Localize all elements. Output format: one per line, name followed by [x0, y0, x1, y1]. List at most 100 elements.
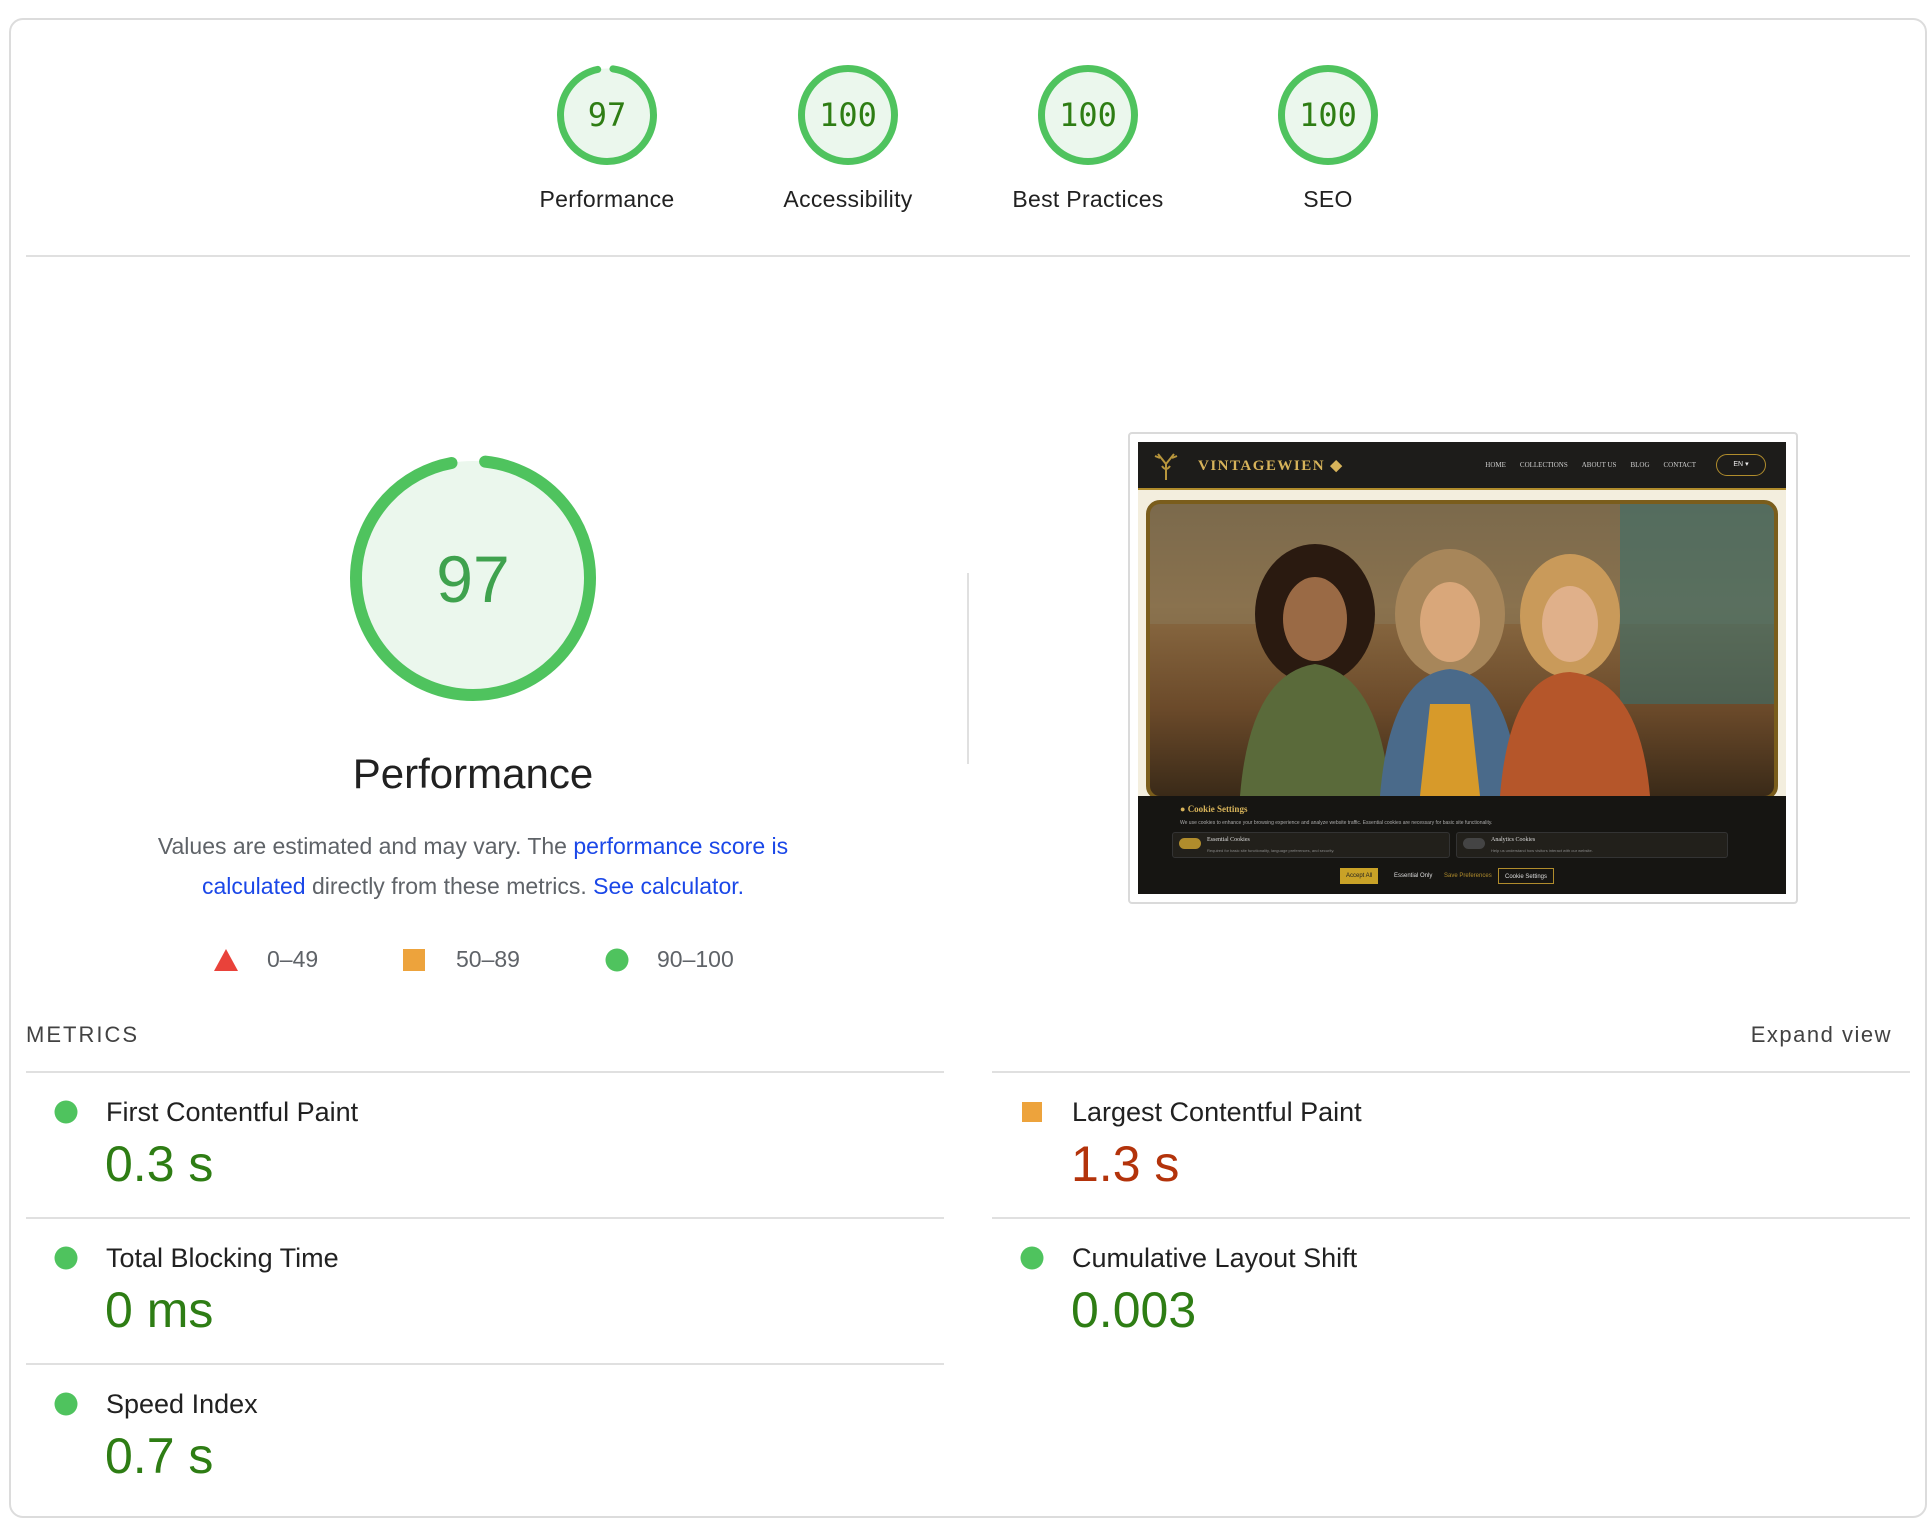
gauge-best-practices[interactable]: 100 Best Practices — [998, 64, 1178, 213]
divider — [26, 1363, 944, 1365]
cookie-banner: ● Cookie Settings We use cookies to enha… — [1138, 796, 1786, 894]
metric-cumulative-layout-shift: Cumulative Layout Shift 0.003 — [992, 1235, 1910, 1381]
gauge-accessibility[interactable]: 100 Accessibility — [758, 64, 938, 213]
pass-circle-icon — [54, 1100, 78, 1124]
gauge-score: 97 — [436, 542, 509, 616]
vertical-divider — [967, 573, 969, 764]
legend-label: 90–100 — [657, 946, 734, 972]
hero-photo — [1146, 500, 1778, 800]
divider — [26, 255, 1910, 257]
metric-total-blocking-time: Total Blocking Time 0 ms — [26, 1235, 944, 1381]
gauge-background — [801, 68, 895, 162]
option-sub: Help us understand how visitors interact… — [1491, 848, 1593, 853]
cookie-text: We use cookies to enhance your browsing … — [1180, 820, 1493, 826]
legend-fail: 0–49 — [213, 946, 318, 973]
pass-circle-icon — [54, 1392, 78, 1416]
option-sub: Required for basic site functionality, l… — [1207, 848, 1335, 853]
square-shape — [1022, 1102, 1042, 1122]
pass-circle-icon — [54, 1246, 78, 1270]
expand-view-toggle[interactable]: Expand view — [1750, 1022, 1892, 1047]
circle-shape — [1020, 1246, 1044, 1270]
legend-average: 50–89 — [402, 946, 520, 973]
metric-value: 0.3 s — [105, 1136, 214, 1192]
nav-link: BLOG — [1630, 461, 1650, 469]
metric-value: 1.3 s — [1071, 1136, 1180, 1192]
gauge-label: Best Practices — [1012, 186, 1164, 212]
gauge-background — [560, 68, 654, 162]
metric-largest-contentful-paint: Largest Contentful Paint 1.3 s — [992, 1089, 1910, 1235]
average-square-icon — [1022, 1102, 1042, 1122]
performance-title: Performance — [352, 750, 594, 797]
gauge-label: SEO — [1303, 186, 1353, 212]
metric-value: 0 ms — [105, 1282, 214, 1338]
gauge-ring-icon: 97 — [557, 65, 657, 165]
metric-first-contentful-paint: First Contentful Paint 0.3 s — [26, 1089, 944, 1235]
metrics-heading: METRICS — [26, 1022, 139, 1047]
gauge-score: 100 — [1299, 96, 1357, 134]
metric-value: 0.003 — [1071, 1282, 1197, 1338]
gauge-arc — [798, 65, 898, 165]
performance-gauge: 97 — [350, 455, 596, 701]
see-calculator-link[interactable]: See calculator. — [593, 873, 745, 899]
gauge-ring-icon: 100 — [1038, 65, 1138, 165]
divider — [992, 1071, 1910, 1073]
screenshot-content: VINTAGEWIEN ◆ HOME COLLECTIONS ABOUT US … — [1138, 442, 1786, 894]
essential-only-button: Essential Only — [1394, 873, 1433, 879]
gauge-performance[interactable]: 97 Performance — [517, 64, 697, 213]
option-title: Analytics Cookies — [1491, 837, 1536, 843]
metric-title: Speed Index — [106, 1389, 258, 1419]
triangle-icon — [214, 948, 238, 971]
circle-icon — [605, 948, 629, 971]
option-title: Essential Cookies — [1207, 837, 1250, 843]
nav-link: HOME — [1485, 461, 1506, 469]
cookie-title: ● Cookie Settings — [1180, 804, 1248, 814]
final-screenshot[interactable]: VINTAGEWIEN ◆ HOME COLLECTIONS ABOUT US … — [1128, 432, 1798, 904]
site-logo: VINTAGEWIEN ◆ — [1198, 458, 1344, 474]
hero-image — [1150, 504, 1774, 796]
gauge-label: Performance — [539, 186, 675, 212]
metric-value: 0.7 s — [105, 1428, 214, 1484]
metric-title: Total Blocking Time — [106, 1243, 339, 1273]
stag-logo-icon — [1154, 453, 1178, 480]
essential-cookies-option: Essential Cookies Required for basic sit… — [1172, 832, 1450, 858]
save-preferences-button: Save Preferences — [1444, 873, 1492, 879]
gauge-background — [1281, 68, 1375, 162]
metric-speed-index: Speed Index 0.7 s — [26, 1381, 944, 1527]
performance-description: Values are estimated and may vary. The p… — [103, 826, 843, 906]
accept-all-button: Accept All — [1340, 868, 1379, 884]
legend-label: 0–49 — [267, 946, 319, 972]
desc-text: Values are estimated and may vary. The — [157, 833, 574, 859]
gauge-seo[interactable]: 100 SEO — [1238, 64, 1418, 213]
circle-shape — [54, 1100, 78, 1124]
metric-title: Largest Contentful Paint — [1072, 1097, 1362, 1127]
toggle-on-icon — [1179, 838, 1201, 849]
cookie-settings-button: Cookie Settings — [1498, 868, 1555, 884]
circle-shape — [54, 1246, 78, 1270]
pass-circle-icon — [1020, 1246, 1044, 1270]
divider — [26, 1217, 944, 1219]
gauge-score: 97 — [588, 96, 627, 134]
legend-pass: 90–100 — [605, 946, 734, 973]
gauge-background — [1041, 68, 1135, 162]
site-navbar: VINTAGEWIEN ◆ HOME COLLECTIONS ABOUT US … — [1138, 442, 1786, 490]
gauge-background — [356, 461, 590, 695]
divider — [26, 1071, 944, 1073]
analytics-cookies-option: Analytics Cookies Help us understand how… — [1456, 832, 1728, 858]
gauge-score: 100 — [819, 96, 877, 134]
gauge-arc — [1038, 65, 1138, 165]
score-calculated-link[interactable]: performance score is calculated — [201, 833, 789, 899]
nav-link: CONTACT — [1663, 461, 1697, 469]
gauge-arc — [1278, 65, 1378, 165]
site-nav-links: HOME COLLECTIONS ABOUT US BLOG CONTACT — [1485, 461, 1696, 469]
gauge-arc — [350, 455, 596, 701]
gauge-ring-icon: 100 — [1278, 65, 1378, 165]
gauge-arc — [557, 65, 657, 165]
toggle-off-icon — [1463, 838, 1485, 849]
divider — [992, 1217, 1910, 1219]
nav-link: COLLECTIONS — [1519, 461, 1568, 469]
gauge-ring-icon: 100 — [798, 65, 898, 165]
circle-shape — [54, 1392, 78, 1416]
legend-label: 50–89 — [456, 946, 520, 972]
gauge-score: 100 — [1059, 96, 1117, 134]
language-selector: EN ▾ — [1716, 454, 1766, 476]
